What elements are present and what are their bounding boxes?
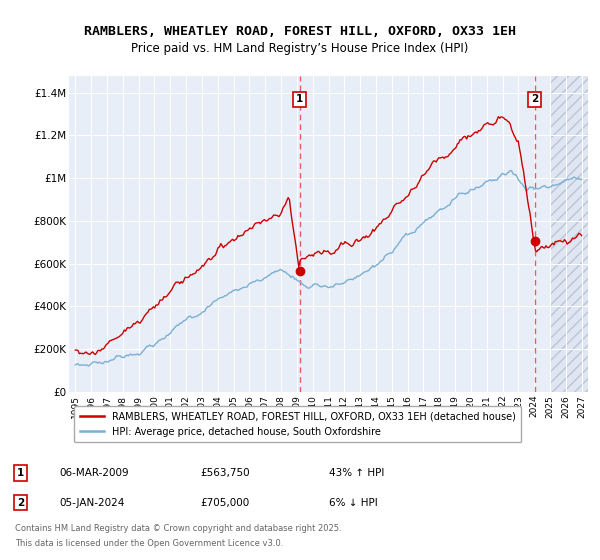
Text: Contains HM Land Registry data © Crown copyright and database right 2025.: Contains HM Land Registry data © Crown c… <box>15 524 341 533</box>
Text: 06-MAR-2009: 06-MAR-2009 <box>59 468 128 478</box>
Text: 43% ↑ HPI: 43% ↑ HPI <box>329 468 385 478</box>
Text: This data is licensed under the Open Government Licence v3.0.: This data is licensed under the Open Gov… <box>15 539 283 548</box>
Text: 2: 2 <box>531 94 538 104</box>
Text: 6% ↓ HPI: 6% ↓ HPI <box>329 498 378 507</box>
Text: £705,000: £705,000 <box>200 498 249 507</box>
Legend: RAMBLERS, WHEATLEY ROAD, FOREST HILL, OXFORD, OX33 1EH (detached house), HPI: Av: RAMBLERS, WHEATLEY ROAD, FOREST HILL, OX… <box>74 406 521 442</box>
Bar <box>550 76 598 392</box>
Text: RAMBLERS, WHEATLEY ROAD, FOREST HILL, OXFORD, OX33 1EH: RAMBLERS, WHEATLEY ROAD, FOREST HILL, OX… <box>84 25 516 38</box>
Text: 1: 1 <box>17 468 25 478</box>
Text: Price paid vs. HM Land Registry’s House Price Index (HPI): Price paid vs. HM Land Registry’s House … <box>131 42 469 55</box>
Text: 2: 2 <box>17 498 25 507</box>
Text: £563,750: £563,750 <box>200 468 250 478</box>
Text: 1: 1 <box>296 94 304 104</box>
Text: 05-JAN-2024: 05-JAN-2024 <box>59 498 124 507</box>
